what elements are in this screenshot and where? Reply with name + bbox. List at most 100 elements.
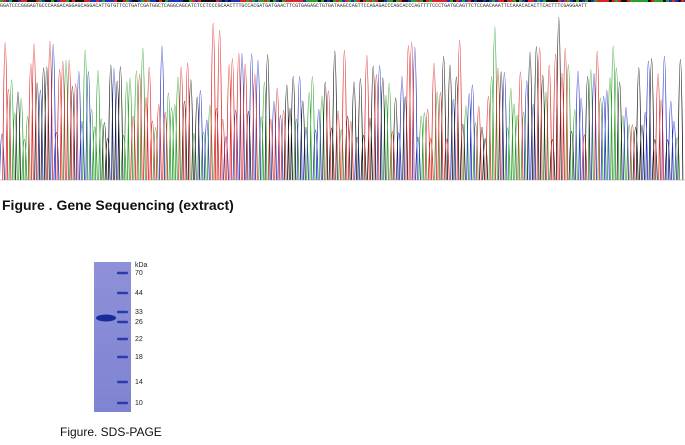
base-strip [630,0,633,2]
base-strip [261,0,264,2]
base-strip [450,0,453,2]
base-strip [669,0,672,2]
base-strip [207,0,210,2]
base-strip [366,0,369,2]
base-strip [513,0,516,2]
sequencing-caption: Figure . Gene Sequencing (extract) [2,197,234,213]
base-strip [606,0,609,2]
base-strip [462,0,465,2]
base-strip [111,0,114,2]
base-strip [624,0,627,2]
base-strip [657,0,660,2]
marker-band [117,401,128,405]
marker-label: 18 [135,354,143,361]
base-strip [21,0,24,2]
base-strip [354,0,357,2]
sequence: GGATCCCGGGAGTGCCCAAGACAGGAGCAGGACATTGTGT… [0,3,588,9]
base-strip [582,0,585,2]
base-strip [150,0,153,2]
base-strip [297,0,300,2]
base-strip [30,0,33,2]
base-strip [330,0,333,2]
base-strip [327,0,330,2]
base-strip [33,0,36,2]
base-strip [225,0,228,2]
base-strip [303,0,306,2]
base-strip [666,0,669,2]
trace [15,17,684,181]
base-strip [189,0,192,2]
base-strip [243,0,246,2]
sample-band [96,314,116,322]
base-strip [408,0,411,2]
base-strip [654,0,657,2]
base-strip [228,0,231,2]
base-strip [597,0,600,2]
base-strip [288,0,291,2]
base-strip [135,0,138,2]
marker-band [117,355,128,359]
base-strip [474,0,477,2]
base-strip [231,0,234,2]
base-strip [252,0,255,2]
base-strip [396,0,399,2]
base-strip [429,0,432,2]
base-strip [573,0,576,2]
base-strip [87,0,90,2]
base-strip [99,0,102,2]
base-strip [90,0,93,2]
base-strip [360,0,363,2]
base-strip [549,0,552,2]
base-strip [435,0,438,2]
base-strip [336,0,339,2]
base-strip [522,0,525,2]
base-strip [102,0,105,2]
base-strip [432,0,435,2]
base-strip [282,0,285,2]
base-strip [246,0,249,2]
base-strip [81,0,84,2]
base-strip [12,0,15,2]
base-strip [24,0,27,2]
base-strip [453,0,456,2]
chromatogram [0,0,685,181]
base-strip [615,0,618,2]
gel-unit: kDa [135,262,148,269]
base-strip [585,0,588,2]
base-strip [72,0,75,2]
marker-label: 70 [135,270,143,277]
base-strip [306,0,309,2]
base-strip [639,0,642,2]
base-strip [177,0,180,2]
base-strip [633,0,636,2]
base-strip [312,0,315,2]
base-strip [54,0,57,2]
base-strip [339,0,342,2]
base-strip [276,0,279,2]
base-strip [612,0,615,2]
base-strip [501,0,504,2]
base-strip [213,0,216,2]
marker-label: 10 [135,400,143,407]
base-strip [495,0,498,2]
base-strip [75,0,78,2]
base-strip [165,0,168,2]
base-strip [93,0,96,2]
base-strip [357,0,360,2]
base-strip [645,0,648,2]
base-strip [519,0,522,2]
base-strip [171,0,174,2]
base-strip [180,0,183,2]
base-strip [546,0,549,2]
base-strip [621,0,624,2]
base-strip [120,0,123,2]
base-strip [492,0,495,2]
base-strip [183,0,186,2]
base-strip [3,0,6,2]
base-strip [162,0,165,2]
base-strip [438,0,441,2]
base-strip [456,0,459,2]
base-strip [267,0,270,2]
base-strip [378,0,381,2]
